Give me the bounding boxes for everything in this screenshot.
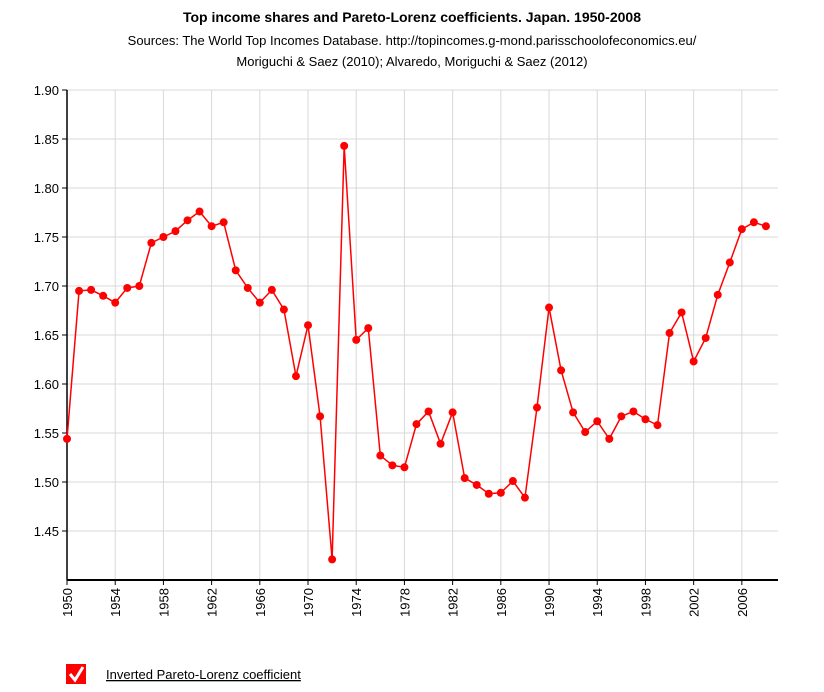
- chart-title: Top income shares and Pareto-Lorenz coef…: [183, 9, 641, 25]
- point: [749, 218, 758, 227]
- point: [665, 329, 674, 338]
- point: [701, 333, 710, 342]
- point: [593, 417, 602, 426]
- point: [352, 335, 361, 344]
- point: [159, 233, 168, 241]
- point: [75, 286, 84, 295]
- y-tick-label: 1.60: [34, 377, 59, 392]
- x-tick-label: 1962: [205, 588, 220, 617]
- point: [231, 266, 240, 275]
- chart-subtitle: Moriguchi & Saez (2010); Alvaredo, Morig…: [236, 54, 587, 69]
- point: [267, 285, 276, 294]
- point: [376, 451, 385, 460]
- y-tick-label: 1.75: [34, 230, 59, 245]
- x-tick-label: 2002: [687, 588, 702, 617]
- checkmark: [68, 666, 85, 683]
- point: [713, 290, 722, 299]
- point: [400, 463, 409, 472]
- legend-label[interactable]: Inverted Pareto-Lorenz coefficient: [106, 667, 301, 682]
- point: [87, 285, 96, 294]
- x-tick-label: 2006: [735, 588, 750, 617]
- point: [617, 412, 626, 421]
- point: [123, 283, 132, 292]
- y-tick-label: 1.70: [34, 279, 59, 294]
- y-tick-label: 1.65: [34, 328, 59, 343]
- x-tick-label: 1978: [397, 588, 412, 617]
- point: [496, 488, 505, 497]
- point: [63, 434, 71, 443]
- point: [460, 474, 469, 483]
- point: [641, 415, 650, 424]
- point: [388, 461, 397, 470]
- x-tick-label: 1998: [638, 588, 653, 617]
- point: [135, 282, 144, 290]
- y-tick-label: 1.50: [34, 475, 59, 490]
- x-tick-label: 1990: [542, 588, 557, 617]
- x-tick-label: 1950: [60, 588, 75, 617]
- y-tick-label: 1.80: [34, 181, 59, 196]
- point: [364, 324, 373, 333]
- point: [436, 439, 445, 448]
- point: [219, 218, 228, 227]
- y-tick-label: 1.90: [34, 83, 59, 98]
- x-tick-label: 1982: [446, 588, 461, 617]
- x-tick-label: 1994: [590, 588, 605, 617]
- point: [689, 357, 698, 366]
- point: [291, 372, 300, 381]
- point: [99, 291, 108, 300]
- y-tick-label: 1.85: [34, 132, 59, 147]
- legend: Inverted Pareto-Lorenz coefficient: [66, 664, 301, 684]
- point: [653, 421, 662, 430]
- point: [520, 493, 529, 502]
- point: [725, 258, 734, 267]
- point: [629, 407, 638, 416]
- point: [484, 489, 493, 498]
- x-tick-label: 1966: [253, 588, 268, 617]
- x-tick-label: 1974: [349, 588, 364, 617]
- chart-subtitle: Sources: The World Top Incomes Database.…: [128, 33, 697, 48]
- point: [328, 555, 337, 564]
- point: [243, 283, 252, 292]
- point: [677, 308, 686, 317]
- point: [279, 305, 288, 314]
- point: [183, 216, 192, 225]
- point: [111, 298, 120, 307]
- point: [195, 207, 204, 216]
- point: [557, 366, 566, 375]
- point: [340, 141, 349, 150]
- x-tick-label: 1986: [494, 588, 509, 617]
- point: [472, 480, 481, 489]
- point: [532, 403, 541, 412]
- point: [316, 412, 325, 421]
- point: [581, 428, 590, 437]
- point: [508, 477, 517, 486]
- y-tick-label: 1.45: [34, 524, 59, 539]
- point: [737, 225, 746, 234]
- point: [605, 434, 614, 443]
- point: [569, 408, 578, 417]
- point: [304, 321, 313, 330]
- point: [412, 420, 421, 429]
- series-line: [66, 145, 767, 560]
- point: [761, 222, 770, 231]
- point: [424, 407, 433, 416]
- point: [545, 303, 554, 312]
- y-tick-label: 1.55: [34, 426, 59, 441]
- x-tick-label: 1958: [156, 588, 171, 617]
- point: [171, 227, 180, 236]
- point: [255, 298, 264, 307]
- point: [147, 238, 156, 247]
- x-tick-label: 1954: [108, 588, 123, 617]
- x-tick-label: 1970: [301, 588, 316, 617]
- point: [207, 222, 216, 231]
- point: [448, 408, 457, 417]
